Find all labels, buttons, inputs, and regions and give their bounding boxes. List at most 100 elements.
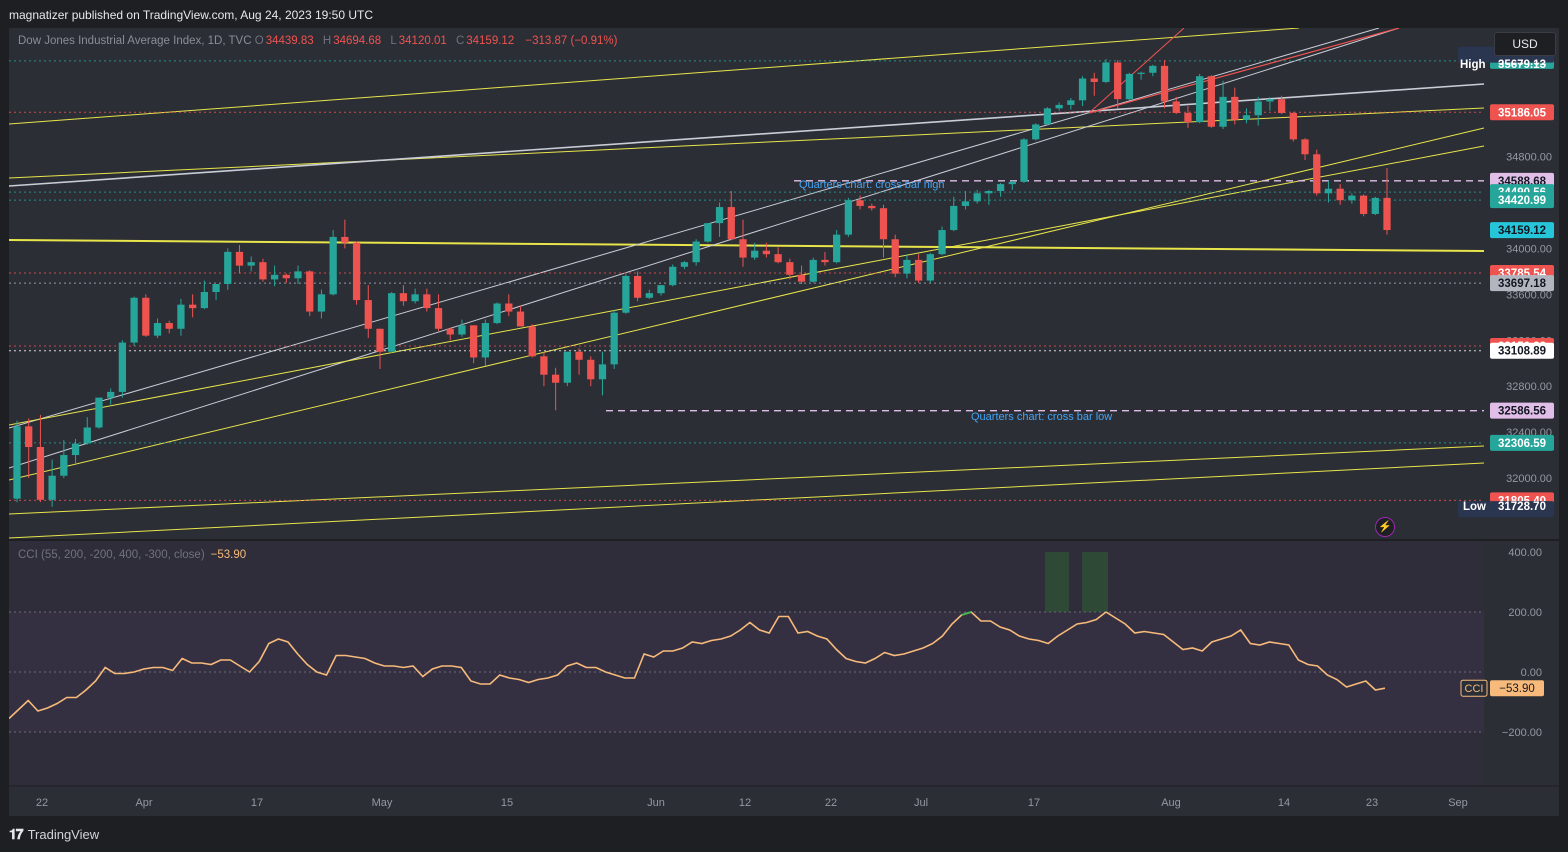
chart-area[interactable]: 32000.0032400.0032800.0033200.0033600.00… xyxy=(9,28,1559,816)
candle-body xyxy=(926,254,934,281)
candle-body xyxy=(60,455,68,476)
bottom-bar xyxy=(0,816,1568,852)
candle-body xyxy=(1078,78,1087,101)
candle-body xyxy=(1114,62,1122,100)
candle-body xyxy=(797,274,806,282)
time-axis-tick: 17 xyxy=(1028,797,1040,809)
candle-body xyxy=(1196,76,1204,123)
candle-body xyxy=(1125,73,1134,100)
candle-body xyxy=(516,311,525,327)
cci-line xyxy=(9,611,1386,720)
open-label: O xyxy=(254,35,264,47)
candle-body xyxy=(1067,100,1075,105)
cci-overbought-zone xyxy=(1082,552,1108,612)
candle-body xyxy=(528,326,536,357)
trend-line xyxy=(1088,28,1185,114)
cci-legend[interactable]: CCI (55, 200, -200, 400, -300, close) −53… xyxy=(18,549,246,561)
candle-body xyxy=(903,259,911,274)
price-level-tag xyxy=(1490,402,1554,419)
cci-axis-tick: 400.00 xyxy=(1508,547,1542,559)
candle-body xyxy=(996,184,1005,192)
price-level-tag xyxy=(1490,192,1554,209)
price-level-tag-label: 35186.05 xyxy=(1498,107,1547,119)
candle-body xyxy=(645,293,653,298)
price-axis-tick: 34000.00 xyxy=(1506,243,1552,255)
candle-body xyxy=(247,262,255,266)
candle-body xyxy=(470,325,478,358)
candle-body xyxy=(587,359,595,380)
time-axis-tick: May xyxy=(372,797,393,809)
tradingview-logo[interactable]: 𝟏𝟕 TradingView xyxy=(9,826,99,843)
symbol-legend[interactable]: Dow Jones Industrial Average Index, 1D, … xyxy=(18,35,624,47)
candle-body xyxy=(1277,99,1286,113)
candle-body xyxy=(774,254,782,263)
candle-body xyxy=(669,266,677,286)
price-level-tag xyxy=(1490,275,1554,292)
candle-body xyxy=(540,356,548,375)
candle-body xyxy=(833,234,841,263)
time-axis-tick: 23 xyxy=(1366,797,1378,809)
candle-body xyxy=(739,239,747,258)
candle-body xyxy=(1254,101,1262,116)
close-label: C xyxy=(455,35,465,47)
trend-line xyxy=(9,462,1485,539)
low-marker-tag xyxy=(1458,501,1554,518)
currency-button[interactable]: USD xyxy=(1494,32,1556,56)
candle-body xyxy=(961,201,970,206)
trend-line xyxy=(9,28,1300,125)
candle-body xyxy=(118,342,127,392)
time-axis-tick: Apr xyxy=(135,797,152,809)
candle-body xyxy=(786,262,794,275)
low-label: L xyxy=(390,35,397,47)
price-level-tag xyxy=(1490,434,1554,451)
candle-body xyxy=(657,285,665,294)
candle-body xyxy=(130,297,138,343)
symbol-name: Dow Jones Industrial Average Index, 1D, … xyxy=(18,35,252,47)
candle-body xyxy=(985,191,993,194)
candle-body xyxy=(200,292,208,309)
change-value: −313.87 (−0.91%) xyxy=(525,35,618,47)
candle-body xyxy=(1043,108,1052,125)
trend-line xyxy=(9,28,1380,429)
candle-body xyxy=(505,303,513,312)
price-level-tag-label: 34159.12 xyxy=(1498,225,1546,237)
time-axis-tick: 17 xyxy=(251,797,263,809)
cci-legend-value: −53.90 xyxy=(210,549,247,561)
candle-body xyxy=(879,208,888,240)
tradingview-brand: TradingView xyxy=(27,827,100,842)
candle-body xyxy=(411,294,419,302)
candle-body xyxy=(1184,112,1192,123)
candle-body xyxy=(1383,197,1391,231)
time-axis-tick: 15 xyxy=(501,797,513,809)
time-axis-tick: 22 xyxy=(36,797,48,809)
candle-body xyxy=(259,262,267,280)
candle-body xyxy=(189,304,197,309)
candle-body xyxy=(1090,78,1098,82)
candle-body xyxy=(821,259,829,263)
time-axis-tick: Aug xyxy=(1161,797,1181,809)
candle-body xyxy=(575,351,583,360)
candle-body xyxy=(727,207,735,240)
candle-body xyxy=(692,241,700,263)
candle-body xyxy=(317,294,326,312)
trend-line xyxy=(9,145,1485,426)
candle-body xyxy=(71,443,80,456)
candle-body xyxy=(1348,195,1356,201)
cci-overbought-zone xyxy=(1045,552,1069,612)
candle-body xyxy=(399,293,408,302)
high-marker-label: High xyxy=(1460,59,1486,71)
lightning-alert-icon[interactable]: ⚡ xyxy=(1375,517,1395,537)
candle-body xyxy=(1137,72,1145,74)
time-axis-tick: Jul xyxy=(914,797,928,809)
close-value: 34159.12 xyxy=(466,35,515,47)
candle-body xyxy=(83,427,91,444)
price-level-tag xyxy=(1490,342,1554,359)
candle-body xyxy=(914,259,923,281)
candle-body xyxy=(856,200,864,206)
candle-body xyxy=(1172,101,1180,113)
price-axis-tick: 33600.00 xyxy=(1506,289,1552,301)
chart-svg[interactable]: 32000.0032400.0032800.0033200.0033600.00… xyxy=(9,28,1559,816)
candle-body xyxy=(36,447,45,500)
candle-body xyxy=(1149,65,1157,73)
candle-body xyxy=(762,250,771,255)
